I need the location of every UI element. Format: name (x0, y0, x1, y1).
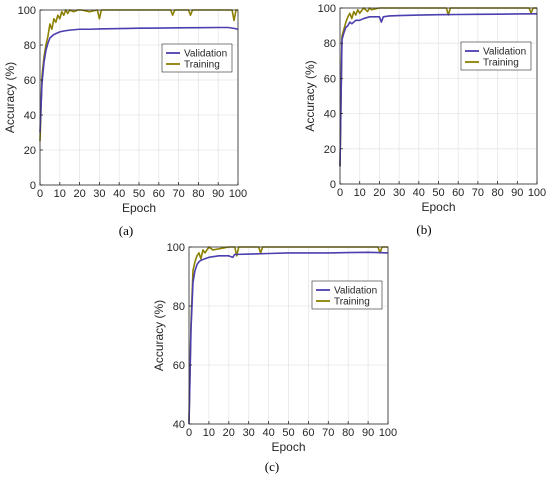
y-tick-label: 80 (24, 40, 36, 52)
x-tick-label: 90 (212, 188, 224, 200)
series-line (339, 13, 538, 167)
x-tick-label: 0 (186, 427, 192, 439)
chart-panel: 0 10 20 30 40 50 60 70 80 90 100 0 20 40 60 80 100 Epoch A… (303, 3, 546, 237)
x-tick-label: 10 (203, 427, 215, 439)
y-tick-label: 40 (173, 419, 185, 431)
y-tick-label: 100 (167, 242, 185, 254)
series-line (39, 26, 239, 133)
x-tick-label: 0 (37, 188, 43, 200)
x-tick-label: 80 (491, 187, 503, 199)
y-tick-label: 0 (330, 179, 336, 191)
x-tick-label: 90 (362, 427, 374, 439)
y-tick-label: 40 (24, 110, 36, 122)
y-tick-label: 60 (24, 75, 36, 87)
x-tick-label: 60 (452, 187, 464, 199)
x-tick-label: 100 (229, 188, 247, 200)
legend-box (161, 43, 233, 73)
y-tick-label: 0 (30, 180, 36, 192)
x-axis-label: Epoch (271, 440, 305, 454)
y-tick-label: 80 (324, 38, 336, 50)
chart-panel: 0 10 20 30 40 50 60 70 80 90 100 40 60 80 100 Epoch Accu… (152, 242, 397, 474)
x-tick-label: 20 (223, 427, 235, 439)
x-tick-label: 50 (282, 427, 294, 439)
panel-caption: (a) (119, 223, 133, 238)
y-axis-label: Accuracy (%) (303, 60, 317, 131)
x-tick-label: 30 (393, 187, 405, 199)
y-tick-label: 20 (324, 144, 336, 156)
x-tick-label: 10 (354, 187, 366, 199)
y-tick-label: 80 (173, 301, 185, 313)
legend-label: Training (184, 60, 220, 71)
y-axis-label: Accuracy (%) (3, 62, 17, 133)
x-tick-label: 30 (243, 427, 255, 439)
y-tick-label: 60 (173, 360, 185, 372)
series-line (39, 9, 238, 142)
x-tick-label: 30 (93, 188, 105, 200)
x-axis-label: Epoch (122, 201, 156, 215)
legend-label: Validation (483, 47, 526, 58)
y-tick-label: 100 (18, 5, 36, 17)
legend-box (460, 41, 532, 71)
x-tick-label: 10 (54, 188, 66, 200)
x-tick-label: 100 (379, 427, 397, 439)
x-axis-label: Epoch (421, 200, 455, 214)
x-tick-label: 100 (528, 187, 546, 199)
x-tick-label: 50 (432, 187, 444, 199)
x-tick-label: 70 (172, 188, 184, 200)
y-axis-label: Accuracy (%) (152, 300, 166, 371)
x-tick-label: 40 (262, 427, 274, 439)
x-tick-label: 60 (153, 188, 165, 200)
x-tick-label: 20 (73, 188, 85, 200)
y-tick-label: 60 (324, 73, 336, 85)
x-tick-label: 70 (322, 427, 334, 439)
x-tick-label: 20 (373, 187, 385, 199)
panel-caption: (b) (416, 222, 431, 237)
panel-caption: (c) (265, 459, 279, 474)
y-tick-label: 20 (24, 145, 36, 157)
x-tick-label: 80 (342, 427, 354, 439)
x-tick-label: 40 (113, 188, 125, 200)
legend-label: Validation (184, 49, 227, 60)
x-tick-label: 50 (133, 188, 145, 200)
y-tick-label: 100 (318, 3, 336, 15)
legend-label: Validation (334, 286, 377, 297)
y-tick-label: 40 (324, 109, 336, 121)
chart-panel: 0 10 20 30 40 50 60 70 80 90 100 0 20 40 60 80 100 Epoch A… (3, 5, 247, 238)
legend-label: Training (334, 297, 370, 308)
x-tick-label: 60 (302, 427, 314, 439)
series-line (188, 251, 389, 425)
x-tick-label: 70 (472, 187, 484, 199)
x-tick-label: 90 (511, 187, 523, 199)
legend-label: Training (483, 58, 519, 69)
legend-box (311, 280, 383, 310)
x-tick-label: 0 (337, 187, 343, 199)
x-tick-label: 80 (192, 188, 204, 200)
x-tick-label: 40 (413, 187, 425, 199)
